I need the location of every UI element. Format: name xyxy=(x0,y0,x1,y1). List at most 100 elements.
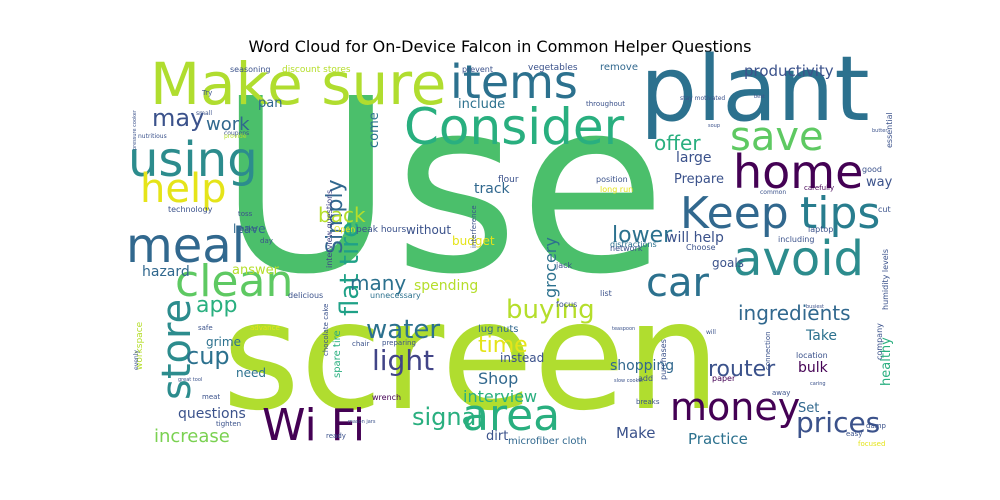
word-make-sure: Make sure xyxy=(150,50,446,118)
word-location: location xyxy=(796,351,828,360)
word-screen: screen xyxy=(222,270,721,444)
word-interview: interview xyxy=(463,387,537,406)
word-will-help: will help xyxy=(666,230,724,246)
word-flat-tire: flat tire xyxy=(335,222,365,316)
word-cut: cut xyxy=(878,205,891,214)
word-router: router xyxy=(708,357,776,382)
word-store: store xyxy=(154,299,200,400)
word-spare-tire: spare tire xyxy=(332,330,343,378)
word-provide: provide xyxy=(224,133,247,140)
word-add: add xyxy=(638,374,653,383)
word-goals: goals xyxy=(712,256,744,270)
word-track: track xyxy=(474,181,511,197)
word-laptop: laptop xyxy=(808,225,833,234)
word-include: include xyxy=(458,97,505,112)
word-safe: safe xyxy=(198,324,213,332)
word-prices: prices xyxy=(796,406,880,439)
word-toss: toss xyxy=(238,210,253,218)
word-clean: clean xyxy=(175,256,293,307)
word-many: many xyxy=(350,271,406,295)
word-coupons: coupons xyxy=(224,130,249,137)
chart-title: Word Cloud for On-Device Falcon in Commo… xyxy=(248,37,752,56)
word-network: network xyxy=(610,244,643,253)
word-company: company xyxy=(875,323,884,360)
word-wrench: wrench xyxy=(372,393,401,402)
word-interference: interference xyxy=(470,205,478,248)
word-will: will xyxy=(706,329,716,336)
word-jack: jack xyxy=(555,261,573,270)
word-budget: budget xyxy=(452,234,495,248)
word-slow-cooker: slow cooker xyxy=(614,378,644,384)
word-chocolate-cake: chocolate cake xyxy=(322,304,330,356)
word-bake: bake xyxy=(240,225,257,233)
word-great-tool: great tool xyxy=(178,377,202,383)
word-consider: Consider xyxy=(404,98,625,156)
word-light: light xyxy=(372,344,434,377)
word-nutritious: nutritious xyxy=(138,133,167,140)
word-make: Make xyxy=(616,424,656,442)
word-plant: plant xyxy=(640,37,870,142)
word-water: water xyxy=(366,315,440,345)
word-focused: focused xyxy=(858,440,885,448)
word-shopping: shopping xyxy=(610,358,674,374)
word-mason-jars: mason jars xyxy=(348,419,376,425)
word-easy: easy xyxy=(846,430,862,438)
word-back: back xyxy=(318,203,366,227)
word-shop: Shop xyxy=(478,369,518,388)
word-meal: meal xyxy=(126,218,245,274)
word-position: position xyxy=(596,175,628,184)
word-money: money xyxy=(670,385,800,429)
word-without: without xyxy=(406,223,451,237)
word-open: Open xyxy=(334,225,355,234)
word-simply: Simply xyxy=(323,179,348,254)
word-technology: technology xyxy=(168,205,213,214)
word-distractions: distractions xyxy=(610,240,657,249)
word-remove: remove xyxy=(600,62,638,73)
word-breaks: breaks xyxy=(636,398,660,406)
word-long-run: long run xyxy=(600,185,633,194)
word-good: good xyxy=(862,165,882,174)
word-set: Set xyxy=(798,401,819,416)
word-save: save xyxy=(730,114,824,160)
word-workspace: workspace xyxy=(135,321,145,370)
word-answer: answer xyxy=(232,263,280,278)
word-carefully: carefully xyxy=(804,184,834,192)
word-lug-nuts: lug nuts xyxy=(478,324,518,335)
word-best: best xyxy=(754,94,765,100)
word-large: large xyxy=(676,150,711,166)
word-ingredients: ingredients xyxy=(738,301,851,325)
word-try: Try xyxy=(201,89,212,97)
word-choose: Choose xyxy=(686,243,716,252)
word-offer: offer xyxy=(654,131,701,155)
word-questions: questions xyxy=(178,406,246,422)
word-lower: lower xyxy=(612,223,673,248)
word-teaspoon: teaspoon xyxy=(612,326,635,332)
word-advance: advance xyxy=(250,324,280,332)
word-tips: tips xyxy=(800,188,880,239)
word-common: common xyxy=(760,189,786,196)
word-take: Take xyxy=(805,328,837,344)
word-away: away xyxy=(772,389,790,397)
word-leave: leave xyxy=(233,222,266,236)
word-instead: instead xyxy=(500,351,544,365)
word-cup: cup xyxy=(186,342,230,370)
word-purchases: purchases xyxy=(659,339,668,380)
word-buying: buying xyxy=(506,295,595,325)
word-chair: chair xyxy=(352,340,370,348)
word-meat: meat xyxy=(202,393,220,401)
word-evenly: evenly xyxy=(133,350,140,370)
word-home: home xyxy=(733,145,863,199)
word-ready: ready xyxy=(326,432,346,440)
word-list: list xyxy=(600,289,612,298)
word-including: including xyxy=(778,235,814,244)
word-hazard: hazard xyxy=(142,264,190,280)
word-spending: spending xyxy=(414,278,478,294)
word-stay-motivated: stay motivated xyxy=(680,95,725,102)
word-humidity-levels: humidity levels xyxy=(881,249,890,310)
word-need: need xyxy=(236,366,266,380)
word-focus: focus xyxy=(556,300,577,309)
word-way: way xyxy=(866,175,893,190)
word-prevent: prevent xyxy=(462,65,493,74)
word-busiest: busiest xyxy=(806,304,824,310)
